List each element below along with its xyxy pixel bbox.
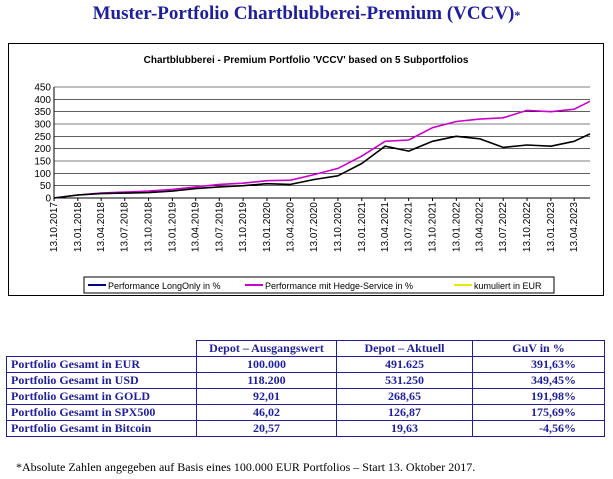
y-tick-label: 400 [34, 95, 51, 106]
x-tick-label: 13.10.2019 [238, 202, 249, 252]
series-line-longonly [53, 133, 591, 199]
x-tick-label: 13.10.2017 [49, 202, 60, 252]
x-tick-label: 13.10.2020 [333, 202, 344, 252]
x-tick-label: 13.04.2020 [286, 202, 297, 252]
row-current-value: 19,63 [336, 420, 473, 437]
table-row: Portfolio Gesamt in EUR 100.000 491.625 … [6, 356, 605, 373]
x-tick-label: 13.01.2022 [451, 202, 462, 252]
row-current-value: 491.625 [336, 356, 473, 373]
row-pnl-percent: 391,63% [472, 356, 605, 373]
row-pnl-percent: 175,69% [472, 404, 605, 421]
row-current-value: 531.250 [336, 372, 473, 389]
row-current-value: 268,65 [336, 388, 473, 405]
x-tick-label: 13.01.2019 [167, 202, 178, 252]
chart-frame: Chartblubberei - Premium Portfolio 'VCCV… [8, 43, 604, 296]
x-tick-label: 13.07.2018 [120, 202, 131, 252]
y-tick-label: 150 [34, 157, 51, 168]
y-tick-label: 450 [34, 83, 51, 94]
page-title-mark: * [514, 8, 521, 22]
x-tick-label: 13.01.2020 [262, 202, 273, 252]
y-tick-label: 350 [34, 107, 51, 118]
y-tick-label: 300 [34, 120, 51, 131]
table-row: Portfolio Gesamt in GOLD 92,01 268,65 19… [6, 388, 605, 405]
row-start-value: 92,01 [196, 388, 337, 405]
x-tick-label: 13.01.2021 [357, 202, 368, 252]
page-title-text: Muster-Portfolio Chartblubberei-Premium … [92, 3, 515, 24]
x-tick-label: 13.04.2018 [96, 202, 107, 252]
x-tick-label: 13.01.2023 [546, 202, 557, 252]
table-header-row: Depot – Ausgangswert Depot – Aktuell GuV… [6, 340, 605, 357]
table-row: Portfolio Gesamt in Bitcoin 20,57 19,63 … [6, 420, 605, 437]
table-header-current: Depot – Aktuell [336, 340, 473, 357]
row-start-value: 100.000 [196, 356, 337, 373]
legend-box [83, 276, 555, 294]
row-start-value: 46,02 [196, 404, 337, 421]
table-header-start: Depot – Ausgangswert [196, 340, 337, 357]
table-header-pnl: GuV in % [472, 340, 605, 357]
x-tick-label: 13.07.2019 [214, 202, 225, 252]
footnote: *Absolute Zahlen angegeben auf Basis ein… [16, 460, 476, 474]
y-tick-label: 250 [34, 132, 51, 143]
row-start-value: 20,57 [196, 420, 337, 437]
row-label: Portfolio Gesamt in EUR [6, 356, 197, 373]
y-tick-label: 0 [45, 194, 51, 205]
y-tick-label: 50 [40, 181, 52, 192]
chart-series [53, 100, 591, 199]
y-tick-label: 200 [34, 144, 51, 155]
x-tick-label: 13.07.2022 [498, 202, 509, 252]
x-tick-label: 13.10.2018 [144, 202, 155, 252]
row-pnl-percent: -4,56% [472, 420, 605, 437]
row-start-value: 118.200 [196, 372, 337, 389]
chart: Chartblubberei - Premium Portfolio 'VCCV… [34, 55, 591, 294]
legend-label-hedge: Performance mit Hedge-Service in % [265, 281, 413, 291]
x-tick-label: 13.04.2019 [191, 202, 202, 252]
row-pnl-percent: 191,98% [472, 388, 605, 405]
row-label: Portfolio Gesamt in SPX500 [6, 404, 197, 421]
row-label: Portfolio Gesamt in USD [6, 372, 197, 389]
row-label: Portfolio Gesamt in Bitcoin [6, 420, 197, 437]
table-header-blank [6, 340, 197, 357]
x-tick-label: 13.04.2021 [380, 202, 391, 252]
table-row: Portfolio Gesamt in USD 118.200 531.250 … [6, 372, 605, 389]
row-label: Portfolio Gesamt in GOLD [6, 388, 197, 405]
x-axis: 13.10.2017 13.01.2018 13.04.2018 13.07.2018… [49, 198, 580, 252]
x-tick-label: 13.07.2020 [309, 202, 320, 252]
portfolio-table: Depot – Ausgangswert Depot – Aktuell GuV… [6, 340, 605, 437]
y-tick-label: 100 [34, 169, 51, 180]
x-tick-label: 13.01.2018 [73, 202, 84, 252]
x-tick-label: 13.04.2023 [569, 202, 580, 252]
chart-legend: Performance LongOnly in % Performance mi… [83, 276, 555, 294]
x-tick-label: 13.10.2022 [522, 202, 533, 252]
chart-grid [53, 86, 590, 199]
row-current-value: 126,87 [336, 404, 473, 421]
series-line-hedge [53, 100, 591, 199]
table-row: Portfolio Gesamt in SPX500 46,02 126,87 … [6, 404, 605, 421]
legend-label-kumuliert: kumuliert in EUR [474, 281, 542, 291]
legend-label-longonly: Performance LongOnly in % [108, 281, 221, 291]
chart-title: Chartblubberei - Premium Portfolio 'VCCV… [144, 55, 469, 66]
x-tick-label: 13.10.2021 [427, 202, 438, 252]
page-title: Muster-Portfolio Chartblubberei-Premium … [0, 3, 613, 25]
x-tick-label: 13.04.2022 [475, 202, 486, 252]
x-tick-label: 13.07.2021 [404, 202, 415, 252]
row-pnl-percent: 349,45% [472, 372, 605, 389]
